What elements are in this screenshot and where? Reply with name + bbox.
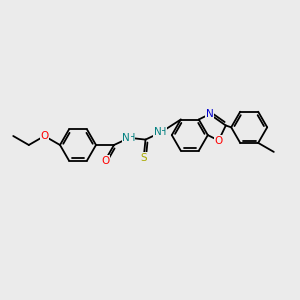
Text: N: N [206, 109, 214, 119]
Text: H: H [159, 128, 166, 137]
Text: N: N [154, 128, 162, 137]
Text: O: O [40, 131, 49, 141]
Text: S: S [140, 153, 147, 163]
Text: O: O [101, 156, 109, 166]
Text: N: N [122, 133, 130, 143]
Text: H: H [128, 133, 135, 143]
Text: O: O [214, 136, 223, 146]
